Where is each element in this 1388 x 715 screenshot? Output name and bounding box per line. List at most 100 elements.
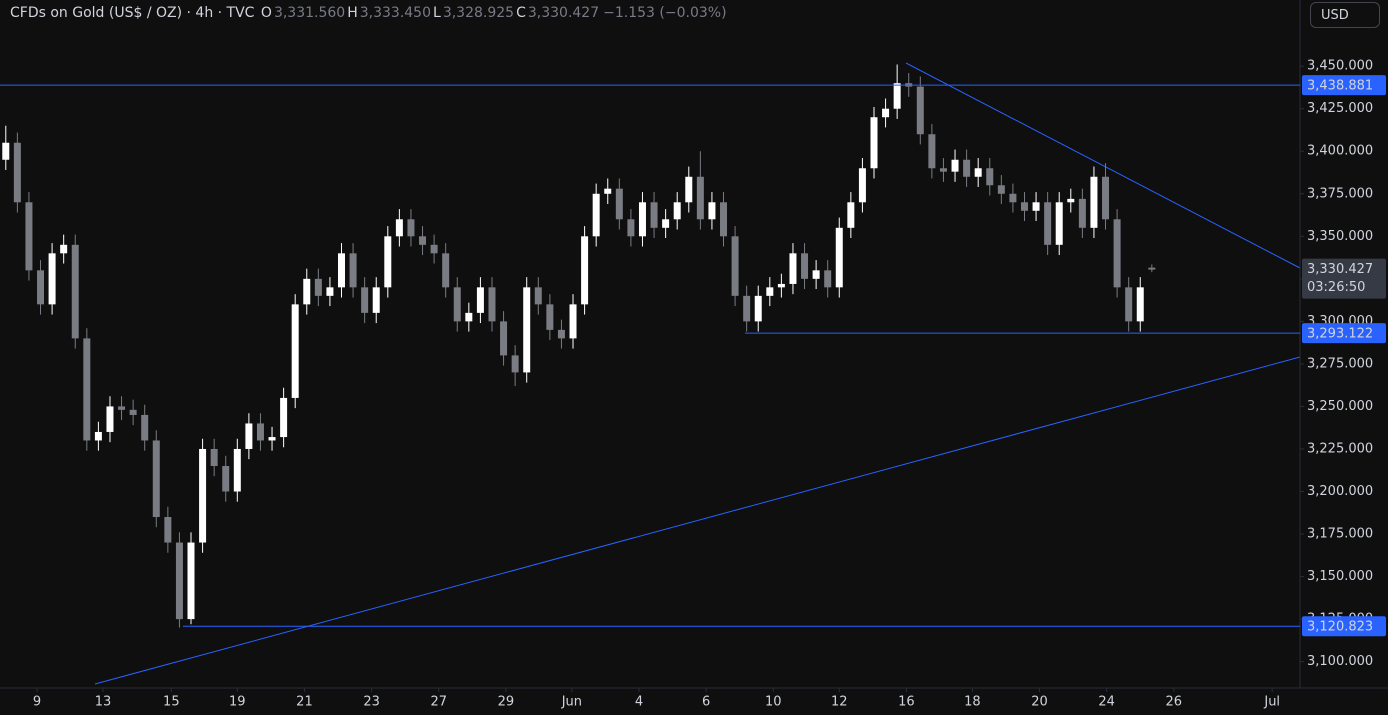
candle-body (256, 423, 264, 441)
level-badge (1302, 75, 1386, 96)
y-tick-label: 3,275.000 (1307, 356, 1373, 371)
candle-body (546, 304, 554, 330)
candle-body (187, 542, 195, 620)
x-tick-label: 18 (964, 695, 981, 710)
candle-body (303, 278, 311, 305)
candle-body (1009, 193, 1017, 203)
candle-body (1067, 198, 1075, 203)
candle-body (349, 253, 357, 288)
y-tick-label: 3,250.000 (1307, 399, 1373, 414)
candle-body (720, 202, 728, 237)
candle-body (476, 287, 484, 313)
candle-body (592, 193, 600, 237)
candle-body (361, 287, 369, 313)
candle-body (500, 321, 508, 356)
x-tick-label: Jun (561, 695, 582, 710)
candle-body (870, 117, 878, 169)
candle-body (314, 278, 322, 296)
level-label: 3,438.881 (1307, 79, 1373, 94)
x-tick-label: 10 (765, 695, 782, 710)
candle-body (83, 338, 91, 441)
candle-body (488, 287, 496, 322)
y-tick-label: 3,400.000 (1307, 144, 1373, 159)
candle-body (395, 219, 403, 237)
candle-body (673, 202, 681, 220)
candle-body (627, 219, 635, 237)
candle-body (766, 287, 774, 296)
candle-body (534, 287, 542, 305)
candle-body (430, 244, 438, 254)
candle-body (419, 236, 427, 245)
x-tick-label: 19 (229, 695, 246, 710)
candle-body (754, 295, 762, 322)
candle-body (94, 431, 102, 441)
candle-body (2, 142, 10, 160)
candle-body (939, 168, 947, 172)
candle-body (337, 253, 345, 288)
candle-body (210, 448, 218, 466)
candle-body (48, 253, 56, 305)
y-tick-label: 3,225.000 (1307, 441, 1373, 456)
candle-body (604, 188, 612, 194)
candle-body (118, 406, 126, 410)
candle-body (916, 86, 924, 135)
candle-body (812, 270, 820, 279)
last-price-badge (1302, 258, 1386, 299)
trend-line (905, 62, 1301, 269)
candle-body (129, 409, 137, 415)
candle-body (650, 202, 658, 228)
candle-body (928, 134, 936, 169)
candle-body (384, 236, 392, 288)
candle-body (893, 83, 901, 109)
candle-body (1032, 202, 1040, 211)
x-tick-label: 27 (430, 695, 447, 710)
y-tick-label: 3,350.000 (1307, 229, 1373, 244)
candle-body (106, 406, 114, 432)
candle-body (511, 355, 519, 373)
candle-body (638, 202, 646, 237)
candle-body (615, 188, 623, 220)
x-tick-label: 9 (33, 695, 41, 710)
candle-body (963, 159, 971, 177)
candle-body (858, 168, 866, 203)
ohlc-key: H (347, 5, 358, 21)
candle-body (974, 168, 982, 177)
candle-body (37, 270, 45, 305)
candle-body (569, 304, 577, 339)
x-tick-label: 6 (702, 695, 710, 710)
symbol-title: CFDs on Gold (US$ / OZ) · 4h · TVC (10, 5, 255, 21)
x-tick-label: 23 (363, 695, 380, 710)
x-tick-label: 4 (635, 695, 643, 710)
ohlc-key: O (260, 5, 272, 21)
candle-body (141, 414, 149, 441)
ohlc-value: 3,333.450 (359, 5, 432, 21)
candle-body (789, 253, 797, 284)
last-price-label: 3,330.427 (1307, 262, 1373, 277)
ohlc-key: L (433, 5, 441, 21)
candle-body (25, 202, 33, 271)
candle-body (175, 542, 183, 620)
candle-body (372, 287, 380, 313)
level-badge (1302, 616, 1386, 637)
candle-body (1078, 198, 1086, 228)
x-tick-label: 16 (898, 695, 915, 710)
ohlc-values: O 3,331.560 H 3,333.450 L 3,328.925 C 3,330.427 (261, 5, 601, 21)
candle-body (1044, 202, 1052, 245)
candle-body (777, 283, 785, 288)
currency-button[interactable]: USD (1310, 2, 1380, 28)
candle-body (986, 168, 994, 186)
candle-body (835, 227, 843, 288)
candle-body (465, 312, 473, 322)
countdown: 03:26:50 (1307, 280, 1365, 295)
x-tick-label: 15 (163, 695, 180, 710)
candle-body (233, 448, 241, 492)
y-tick-label: 3,200.000 (1307, 484, 1373, 499)
candle-body (882, 108, 890, 118)
candle-body (951, 159, 959, 172)
candle-body (731, 236, 739, 296)
x-tick-label: 24 (1098, 695, 1115, 710)
candle-body (824, 270, 832, 288)
candle-body (60, 244, 68, 254)
